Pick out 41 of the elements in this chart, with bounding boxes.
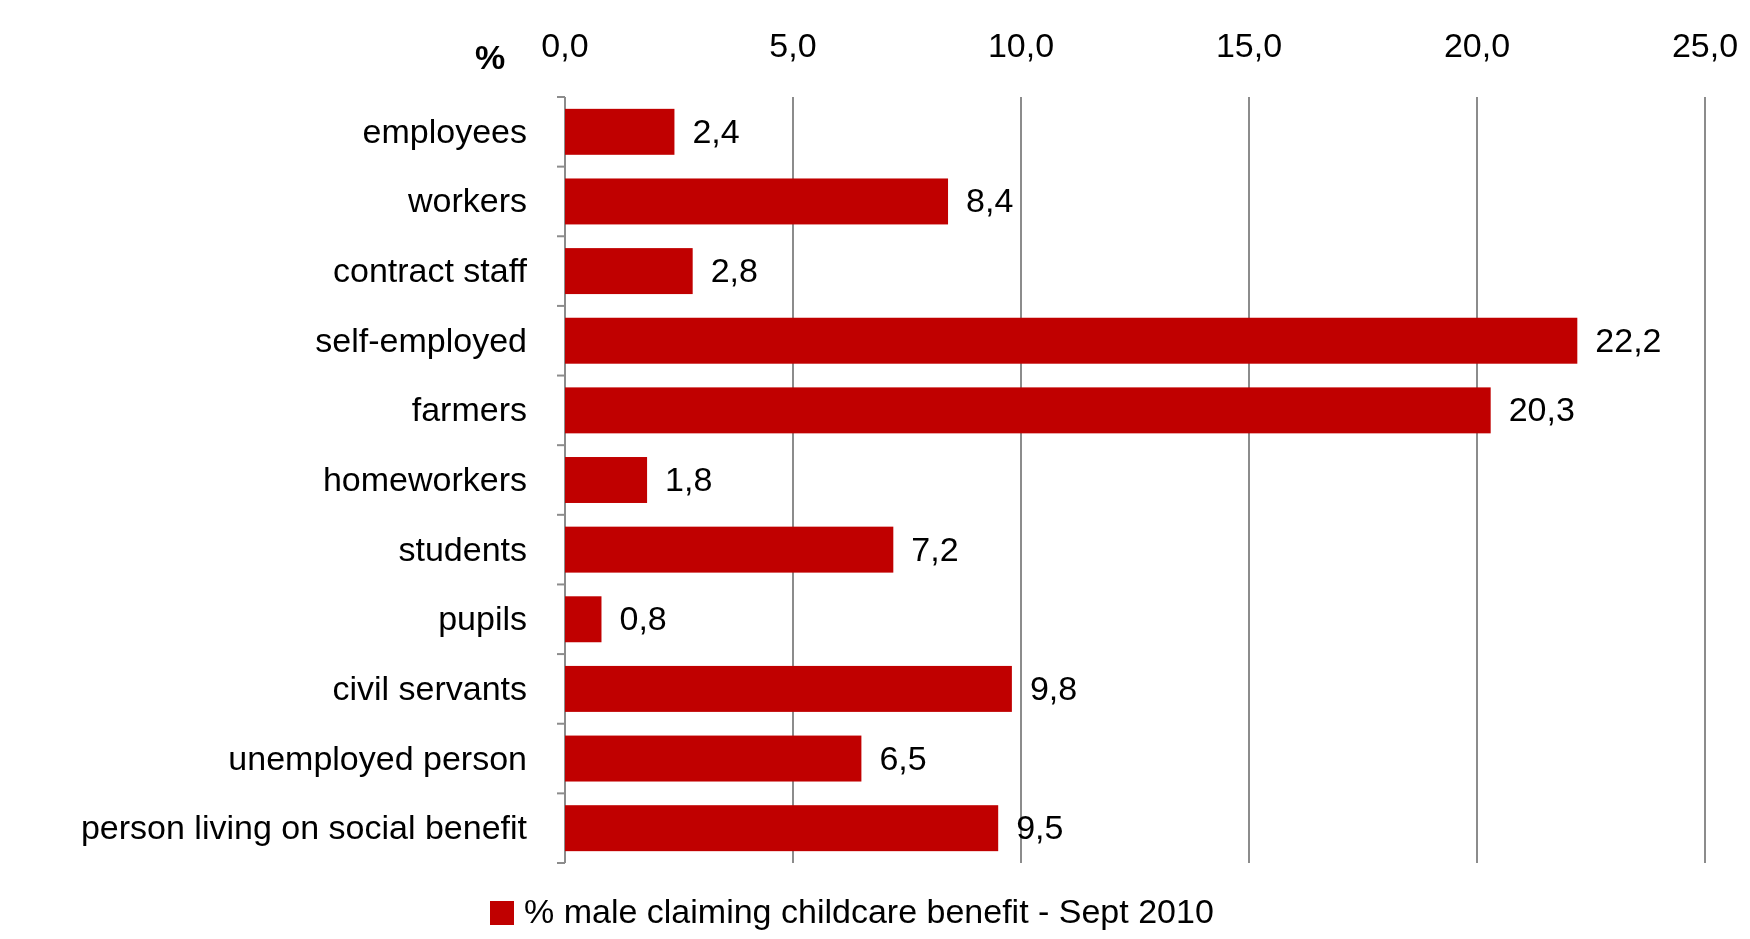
data-label: 6,5 — [879, 738, 927, 777]
bar — [565, 805, 999, 852]
bar — [565, 108, 675, 155]
bar — [565, 457, 648, 503]
legend-label: % male claiming childcare benefit - Sept 2010 — [524, 891, 1214, 930]
y-tick-label: self-employed — [315, 320, 527, 359]
y-tick-label: employees — [362, 111, 527, 150]
data-label: 22,2 — [1595, 320, 1662, 359]
x-tick-label: 15,0 — [1215, 26, 1283, 64]
x-tick-label: 10,0 — [987, 26, 1055, 64]
data-label: 1,8 — [665, 459, 713, 498]
bar — [565, 665, 1012, 712]
data-label: 0,8 — [619, 599, 667, 638]
data-label: 20,3 — [1508, 390, 1575, 429]
data-label: 2,8 — [710, 251, 758, 290]
bar — [565, 526, 894, 573]
data-label: 9,5 — [1016, 808, 1064, 847]
y-tick-label: farmers — [411, 390, 527, 429]
bar — [565, 248, 693, 295]
x-tick-label: 25,0 — [1671, 26, 1739, 64]
x-tick-label: 20,0 — [1443, 26, 1511, 64]
y-tick-label: contract staff — [332, 251, 528, 290]
bar — [565, 596, 602, 643]
bar — [565, 317, 1578, 364]
y-tick-label: unemployed person — [228, 738, 527, 777]
y-tick-label: civil servants — [332, 668, 527, 707]
x-tick-label: 5,0 — [769, 26, 817, 64]
bar — [565, 387, 1491, 434]
data-label: 9,8 — [1029, 668, 1078, 707]
data-label: 8,4 — [966, 181, 1014, 220]
x-tick-label: 0,0 — [541, 26, 589, 64]
y-tick-label: person living on social benefit — [80, 808, 528, 847]
y-tick-label: students — [398, 529, 527, 568]
x-axis-title: % — [474, 38, 506, 76]
y-tick-label: workers — [406, 181, 527, 220]
data-label: 2,4 — [692, 111, 740, 150]
y-tick-label: homeworkers — [322, 459, 527, 498]
bar — [565, 178, 949, 225]
data-label: 7,2 — [911, 529, 959, 568]
bar — [565, 735, 862, 782]
y-tick-label: pupils — [438, 599, 527, 638]
